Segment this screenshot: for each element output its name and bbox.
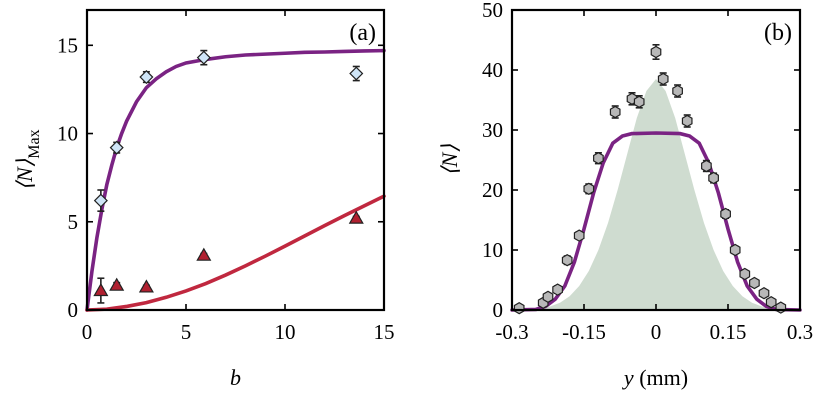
y-tick-label: 15 xyxy=(57,33,78,57)
data-point-hexagon xyxy=(765,296,777,309)
y-tick-label: 10 xyxy=(57,122,78,146)
data-point-hexagon xyxy=(720,207,731,221)
x-tick-label: 0.15 xyxy=(710,320,747,344)
data-point-triangle xyxy=(348,210,364,224)
y-axis-label: ⟨N⟩ xyxy=(437,144,462,176)
x-tick-label: 0 xyxy=(82,320,93,344)
data-point-hexagon xyxy=(593,152,604,165)
data-point-hexagon xyxy=(552,283,563,296)
x-axis-label: b xyxy=(230,365,241,390)
data-point-diamond xyxy=(139,70,154,85)
y-tick-label: 30 xyxy=(482,118,503,142)
x-tick-label: 0.3 xyxy=(787,320,813,344)
plot-frame xyxy=(85,8,386,312)
panel-b: -0.3 -0.15 0 0.15 0.3 0 10 20 30 40 50 (b) y (mm) ⟨N⟩ xyxy=(437,0,813,390)
y-tick-label: 10 xyxy=(482,238,503,262)
y-tick-label: 0 xyxy=(68,298,79,322)
panel-label: (a) xyxy=(349,20,376,46)
x-axis-label: y (mm) xyxy=(622,365,688,390)
data-point-hexagon xyxy=(708,171,719,185)
data-point-triangle xyxy=(109,277,125,291)
data-point-hexagon xyxy=(573,229,585,242)
data-point-hexagon xyxy=(701,159,712,173)
x-tick-label: 10 xyxy=(275,320,296,344)
beam-profile-area xyxy=(512,79,800,310)
panel-label: (b) xyxy=(764,20,792,46)
panel-a: 0 5 10 15 0 5 10 15 (a) b ⟨N⟩Max xyxy=(12,8,395,390)
model-curve-1 xyxy=(510,131,802,312)
model-curve-2 xyxy=(85,194,386,312)
data-point-hexagon xyxy=(542,290,554,303)
data-point-hexagon xyxy=(657,72,669,86)
data-point-hexagon xyxy=(633,95,645,108)
x-tick-label: 0 xyxy=(651,320,662,344)
data-point-diamond xyxy=(349,66,364,81)
x-tick-label: 15 xyxy=(374,320,395,344)
y-tick-label: 50 xyxy=(482,0,503,22)
data-point-hexagon xyxy=(609,105,621,119)
data-point-diamond xyxy=(109,140,124,155)
y-axis-label: ⟨N⟩Max xyxy=(12,129,43,190)
data-point-hexagon xyxy=(650,45,662,59)
data-point-triangle xyxy=(93,282,109,297)
data-point-hexagon xyxy=(561,254,573,267)
x-tick-label: 5 xyxy=(181,320,192,344)
data-point-hexagon xyxy=(739,267,751,281)
data-point-hexagon xyxy=(729,243,741,257)
data-point-hexagon xyxy=(583,182,595,195)
data-point-diamond xyxy=(93,193,108,208)
data-point-hexagon xyxy=(749,276,760,290)
x-tick-label: -0.3 xyxy=(495,320,528,344)
y-tick-label: 40 xyxy=(482,58,503,82)
data-point-hexagon xyxy=(775,301,787,314)
y-tick-label: 0 xyxy=(493,298,504,322)
data-point-hexagon xyxy=(513,302,525,315)
data-point-hexagon xyxy=(672,84,683,98)
x-tick-label: -0.15 xyxy=(562,320,606,344)
model-curve-1 xyxy=(85,48,386,312)
data-point-diamond xyxy=(196,50,211,65)
y-tick-label: 5 xyxy=(68,210,79,234)
data-point-hexagon xyxy=(681,114,693,128)
data-point-hexagon xyxy=(758,287,770,300)
data-point-triangle xyxy=(196,247,212,261)
y-tick-label: 20 xyxy=(482,178,503,202)
data-point-triangle xyxy=(138,279,154,293)
